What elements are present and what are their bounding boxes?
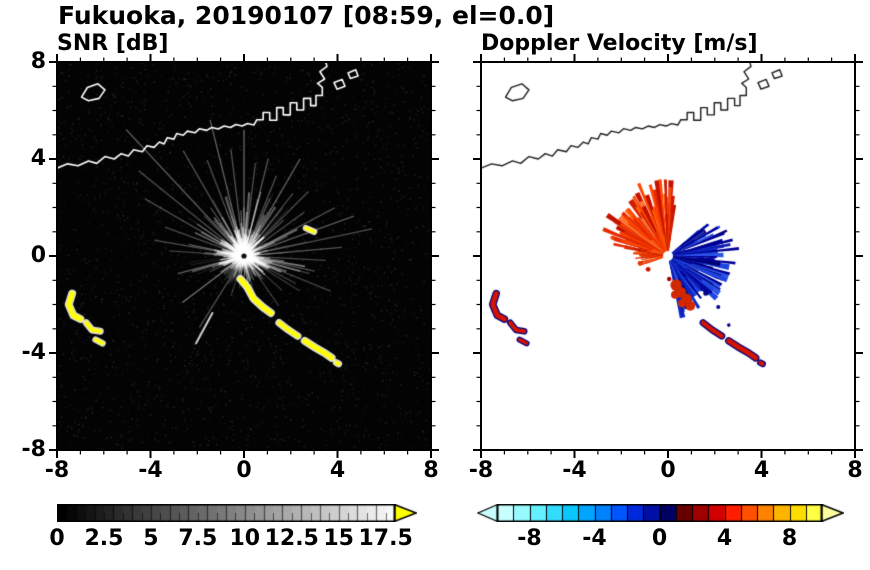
x-tick-label: -8 bbox=[468, 458, 494, 483]
y-tick-label: 4 bbox=[30, 146, 46, 171]
colorbar-tick-label: 8 bbox=[781, 526, 798, 551]
snr-x-axis-labels: -8 -4 0 4 8 bbox=[45, 458, 439, 484]
figure-title: Fukuoka, 20190107 [08:59, el=0.0] bbox=[58, 1, 555, 30]
x-tick-label: 4 bbox=[753, 458, 770, 483]
y-tick-label: 0 bbox=[30, 243, 46, 268]
x-tick-label: -4 bbox=[562, 458, 587, 483]
colorbar-tick-label: -4 bbox=[582, 526, 607, 551]
colorbar-tick-label: 2.5 bbox=[84, 526, 124, 551]
x-tick-label: 8 bbox=[847, 458, 863, 483]
colorbar-tick-label: -8 bbox=[517, 526, 542, 551]
colorbar-tick-label: 4 bbox=[716, 526, 733, 551]
x-tick-label: 4 bbox=[329, 458, 346, 483]
colorbar-tick-label: 17.5 bbox=[358, 526, 413, 551]
velocity-radar-image bbox=[481, 62, 855, 450]
colorbar-tick-label: 15 bbox=[323, 526, 354, 551]
x-tick-label: 0 bbox=[660, 458, 676, 483]
velocity-panel-title: Doppler Velocity [m/s] bbox=[481, 31, 758, 56]
snr-colorbar bbox=[57, 504, 417, 522]
velocity-colorbar bbox=[477, 504, 844, 522]
snr-y-axis-labels: 8 4 0 -4 -8 bbox=[2, 49, 46, 462]
velocity-colorbar-labels: -8 -4 0 4 8 bbox=[497, 526, 822, 556]
x-tick-label: -4 bbox=[138, 458, 163, 483]
y-tick-label: -4 bbox=[21, 340, 46, 365]
snr-radar-image bbox=[57, 62, 431, 450]
snr-colorbar-labels: 0 2.5 5 7.5 10 12.5 15 17.5 bbox=[49, 526, 412, 556]
snr-panel-title: SNR [dB] bbox=[57, 31, 169, 56]
colorbar-tick-label: 7.5 bbox=[178, 526, 218, 551]
y-tick-label: 8 bbox=[30, 49, 46, 74]
x-tick-label: -8 bbox=[44, 458, 70, 483]
velocity-x-axis-labels: -8 -4 0 4 8 bbox=[469, 458, 863, 484]
y-tick-label: -8 bbox=[21, 437, 46, 462]
x-tick-label: 0 bbox=[236, 458, 252, 483]
x-tick-label: 8 bbox=[423, 458, 439, 483]
colorbar-tick-label: 0 bbox=[49, 526, 65, 551]
colorbar-tick-label: 12.5 bbox=[264, 526, 319, 551]
colorbar-tick-label: 10 bbox=[229, 526, 261, 551]
colorbar-tick-label: 5 bbox=[143, 526, 159, 551]
colorbar-tick-label: 0 bbox=[651, 526, 668, 551]
